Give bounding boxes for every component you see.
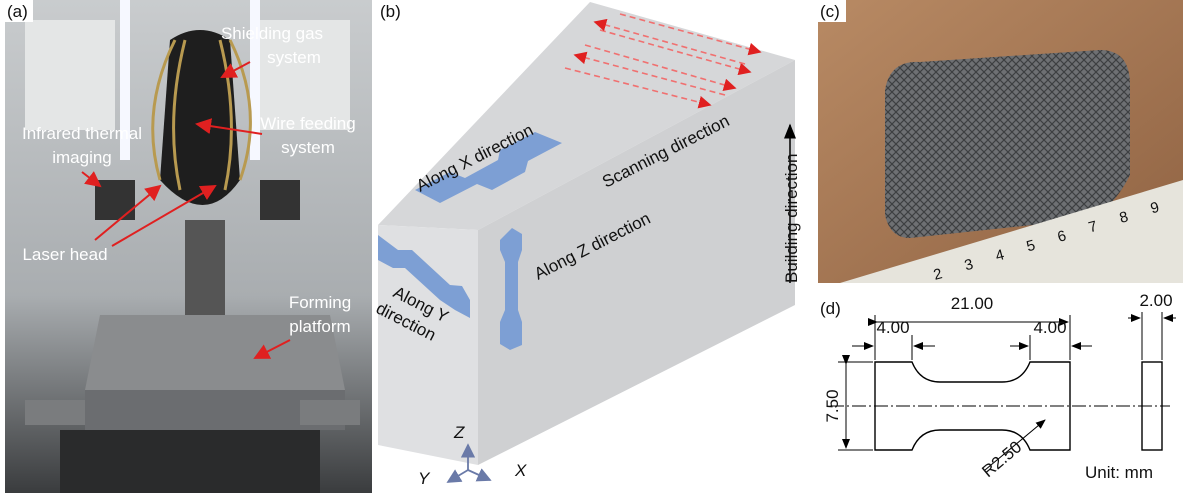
axis-label: Y [418,469,431,488]
shape [448,470,468,482]
direction-label: Building direction [782,154,801,283]
shape [25,400,85,425]
dimension: 21.00 [951,294,994,313]
dimension: R2.50 [978,437,1025,481]
shape [300,400,360,425]
panel-label: (d) [820,299,841,318]
shape [25,20,115,130]
shape [60,430,320,493]
unit-label: Unit: mm [1085,463,1153,482]
panel-label: (b) [380,2,401,21]
shape [468,470,490,480]
axis-label: Z [453,423,465,442]
shape [95,180,135,220]
dimension: 4.00 [876,318,909,337]
shape [260,180,300,220]
panel-label: (a) [7,2,28,21]
axis-label: X [514,461,527,480]
annotation: Laser head [22,245,107,264]
dimension: 7.50 [823,389,842,422]
figure: (a) Shielding gassystem Infrared thermal… [0,0,1183,493]
photo-c [818,0,1183,283]
dimension: 2.00 [1139,291,1172,310]
panel-label: (c) [820,2,840,21]
dimension: 4.00 [1033,318,1066,337]
